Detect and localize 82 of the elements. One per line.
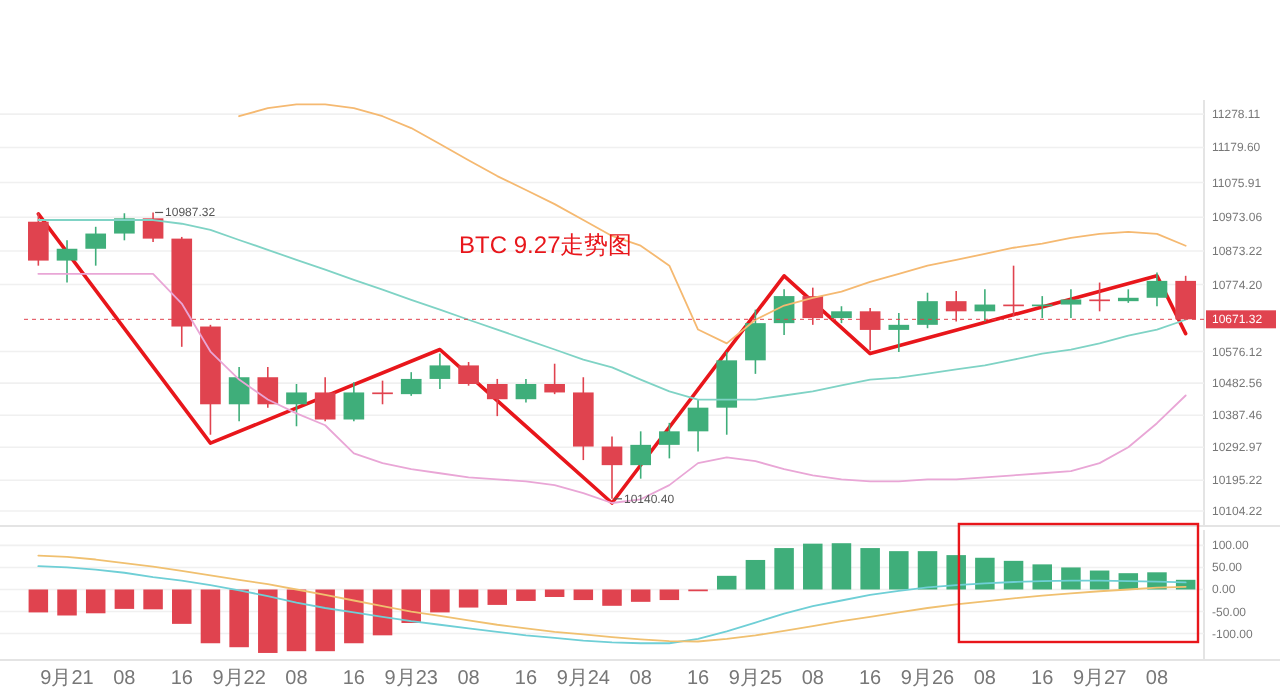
candlestick	[917, 291, 938, 330]
x-tick-label: 9月26	[900, 668, 956, 690]
bar	[745, 559, 766, 590]
x-tick-label: 08	[973, 668, 997, 690]
candlestick	[745, 308, 766, 375]
bar	[430, 589, 450, 613]
x-tick-label: 9月25	[728, 668, 783, 690]
bar	[315, 589, 335, 652]
bar	[458, 589, 479, 608]
candlestick	[85, 225, 107, 267]
candlestick	[28, 212, 49, 267]
candlestick	[314, 376, 336, 422]
candlestick	[429, 352, 451, 390]
candlestick	[486, 378, 508, 417]
bar	[57, 589, 77, 616]
candlestick	[716, 351, 738, 436]
candlestick	[630, 430, 652, 480]
x-tick-label: 16	[514, 668, 538, 690]
candlestick	[1146, 271, 1168, 308]
bar	[516, 589, 536, 601]
x-tick-label: 9月27	[1072, 668, 1128, 690]
bar	[716, 575, 737, 590]
bar	[229, 589, 249, 648]
candlestick	[343, 381, 365, 422]
x-tick-label: 16	[170, 668, 194, 690]
candlestick	[1060, 288, 1082, 319]
x-tick-label: 08	[1145, 668, 1169, 690]
bar	[1032, 564, 1052, 590]
bar	[659, 589, 680, 601]
bar	[889, 551, 909, 590]
candlestick	[1089, 281, 1110, 313]
bar	[487, 589, 508, 605]
bar	[200, 589, 221, 644]
candlestick	[659, 422, 680, 460]
candlestick	[888, 312, 910, 353]
x-tick-label: 08	[285, 668, 309, 690]
bar	[1061, 567, 1081, 590]
x-tick-label: 08	[629, 668, 653, 690]
candlestick	[372, 379, 393, 406]
x-tick-label: 08	[457, 668, 481, 690]
bar	[114, 589, 135, 609]
x-tick-label: 16	[859, 668, 883, 690]
candlestick	[286, 383, 307, 428]
candlestick	[458, 361, 479, 387]
candlestick	[56, 239, 78, 284]
bar	[630, 589, 651, 602]
x-tick-label: 16	[686, 668, 711, 690]
x-tick-label: 9月21	[40, 668, 95, 690]
x-tick-label: 08	[113, 668, 137, 690]
bar	[344, 589, 364, 644]
candlestick	[515, 378, 537, 404]
bar	[286, 589, 307, 652]
candlestick	[400, 371, 422, 397]
bar	[774, 548, 794, 590]
candlestick	[228, 366, 250, 422]
x-tick-label: 08	[801, 668, 825, 690]
bar	[258, 589, 278, 653]
bar	[831, 543, 852, 590]
bar	[172, 589, 192, 624]
candlestick	[257, 366, 279, 409]
bar	[975, 557, 995, 590]
bar	[544, 589, 565, 597]
line-series	[238, 103, 1187, 345]
bar	[28, 589, 49, 613]
x-tick-label: 9月22	[212, 668, 267, 690]
bar	[860, 548, 880, 590]
bar	[602, 589, 622, 606]
x-tick-label: 16	[342, 668, 366, 690]
bar	[372, 589, 393, 636]
text: BTC 9.27走势图	[459, 231, 633, 260]
candlestick	[544, 362, 565, 395]
x-tick-label: 9月23	[384, 668, 439, 690]
bar	[85, 589, 106, 614]
line-series	[37, 272, 1187, 504]
bar	[573, 589, 594, 601]
x-tick-label: 16	[1031, 668, 1055, 690]
bar	[803, 543, 823, 590]
bar	[143, 589, 163, 610]
x-tick-label: 9月24	[556, 668, 611, 690]
candlestick	[1117, 288, 1139, 304]
candlestick	[687, 398, 709, 453]
bar	[917, 551, 938, 590]
